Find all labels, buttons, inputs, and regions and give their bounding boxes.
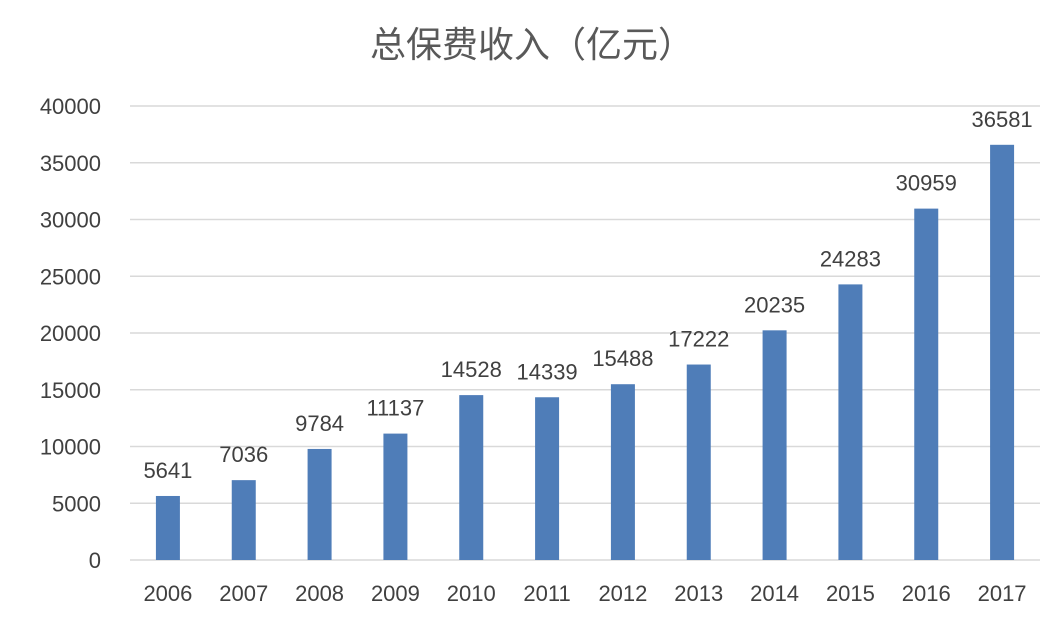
- bar-2006: [155, 495, 180, 560]
- bar-2013: [686, 364, 711, 560]
- data-label-2012: 15488: [592, 346, 653, 371]
- y-axis-ticks: 0 5000 10000 15000 20000 25000 30000 35000 40000: [40, 94, 101, 573]
- data-label-2010: 14528: [441, 357, 502, 382]
- data-label-2014: 20235: [744, 292, 805, 317]
- data-label-2017: 36581: [971, 107, 1032, 132]
- bar-2008: [307, 448, 332, 560]
- y-tick-label: 35000: [40, 151, 101, 176]
- data-label-2016: 30959: [896, 171, 957, 196]
- x-tick-label-2006: 2006: [143, 581, 192, 606]
- y-tick-label: 30000: [40, 208, 101, 233]
- data-label-2011: 14339: [516, 359, 577, 384]
- bar-2010: [459, 395, 484, 560]
- x-tick-label-2013: 2013: [674, 581, 723, 606]
- x-tick-label-2008: 2008: [295, 581, 344, 606]
- y-tick-label: 10000: [40, 435, 101, 460]
- bars: [155, 144, 1015, 560]
- x-tick-label-2010: 2010: [447, 581, 496, 606]
- y-tick-label: 0: [89, 548, 101, 573]
- bar-2016: [914, 208, 939, 560]
- y-tick-label: 15000: [40, 378, 101, 403]
- x-tick-label-2009: 2009: [371, 581, 420, 606]
- x-axis-ticks: 2006 2007 2008 2009 2010 2011 2012 2013 2014 2015…: [143, 581, 1026, 606]
- y-tick-label: 20000: [40, 321, 101, 346]
- data-labels: 5641 7036 9784 11137 14528 14339 15488 17222 202…: [143, 107, 1032, 483]
- x-tick-label-2007: 2007: [219, 581, 268, 606]
- bar-2017: [990, 144, 1015, 560]
- bar-2015: [838, 284, 863, 560]
- y-tick-label: 5000: [52, 491, 101, 516]
- x-tick-label-2014: 2014: [750, 581, 799, 606]
- data-label-2013: 17222: [668, 327, 729, 352]
- gridlines: [130, 105, 1040, 561]
- x-tick-label-2011: 2011: [523, 581, 570, 606]
- chart-title: 总保费收入（亿元）: [370, 25, 694, 66]
- x-tick-label-2016: 2016: [902, 581, 951, 606]
- bar-2011: [535, 397, 560, 560]
- bar-2012: [610, 384, 635, 560]
- x-tick-label-2012: 2012: [598, 581, 647, 606]
- x-tick-label-2017: 2017: [978, 581, 1027, 606]
- bar-2014: [762, 330, 787, 560]
- bar-2007: [231, 480, 256, 560]
- data-label-2009: 11137: [366, 396, 424, 421]
- y-tick-label: 25000: [40, 264, 101, 289]
- data-label-2007: 7036: [219, 442, 268, 467]
- data-label-2008: 9784: [295, 411, 344, 436]
- bar-2009: [383, 433, 408, 560]
- y-tick-label: 40000: [40, 94, 101, 119]
- data-label-2006: 5641: [143, 458, 192, 483]
- data-label-2015: 24283: [820, 246, 881, 271]
- x-tick-label-2015: 2015: [826, 581, 875, 606]
